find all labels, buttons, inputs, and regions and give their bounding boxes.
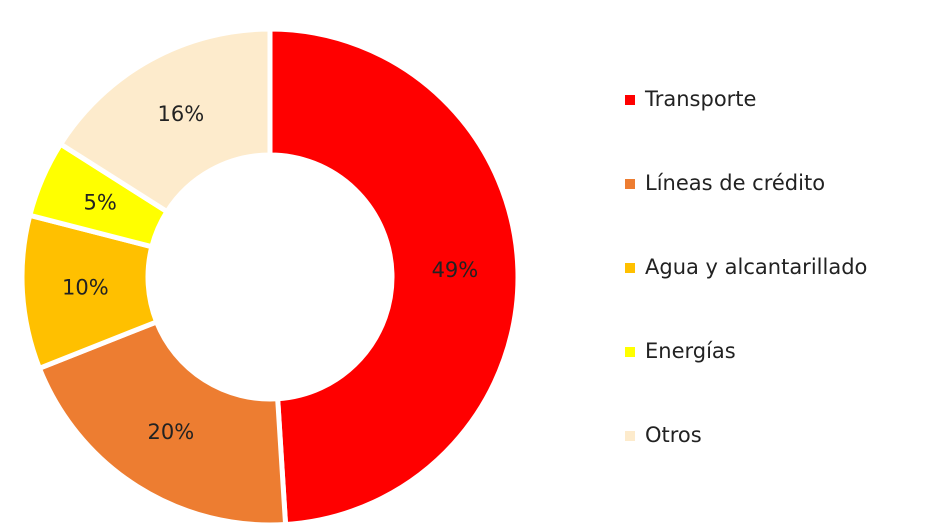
legend-label: Agua y alcantarillado (645, 255, 867, 279)
legend-swatch (625, 179, 635, 189)
data-label: 16% (158, 102, 205, 126)
legend-label: Energías (645, 339, 736, 363)
legend-swatch (625, 95, 635, 105)
legend-swatch (625, 347, 635, 357)
legend-label: Transporte (644, 87, 756, 111)
data-label: 10% (62, 276, 109, 300)
data-label: 20% (148, 420, 195, 444)
donut-segment (267, 26, 521, 524)
legend-swatch (625, 263, 635, 273)
data-label: 49% (432, 258, 479, 282)
data-label: 5% (84, 191, 117, 215)
donut-segment (57, 26, 273, 216)
donut-segment (36, 318, 289, 524)
legend-label: Otros (645, 423, 702, 447)
legend-label: Líneas de crédito (645, 171, 825, 195)
legend-swatch (625, 431, 635, 441)
